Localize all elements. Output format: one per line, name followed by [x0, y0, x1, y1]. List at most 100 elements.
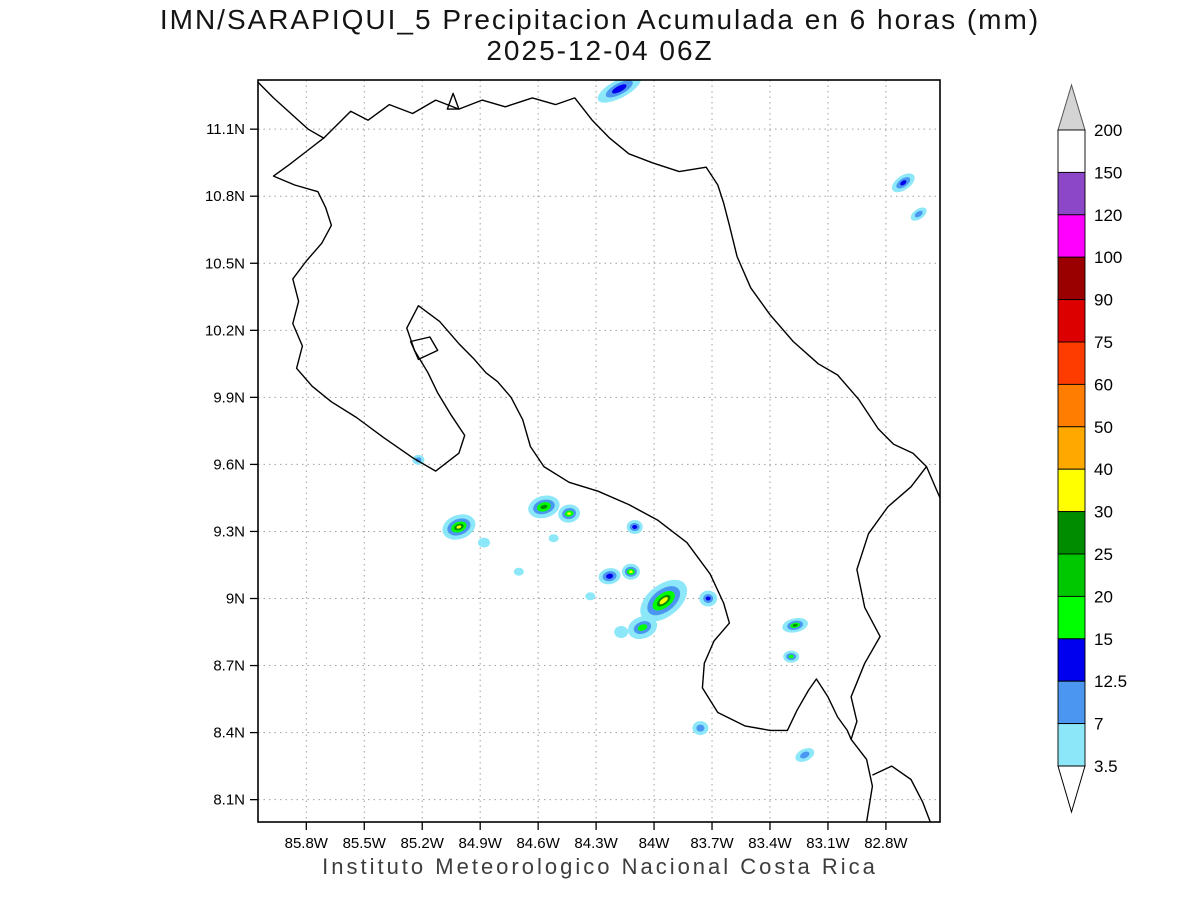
- precip-cell-8-layer-p: [513, 567, 524, 576]
- precip-cell-2: [910, 207, 927, 221]
- colorbar-band-10: [1057, 553, 1086, 597]
- precip-cell-11: [621, 563, 640, 580]
- colorbar-arrow-top: [1057, 83, 1086, 131]
- colorbar-label-100: 100: [1094, 248, 1122, 267]
- lon-tick-label-84.3W: 84.3W: [574, 835, 618, 852]
- colorbar-band-12: [1057, 638, 1086, 682]
- precip-cell-20-layer-s: [800, 751, 810, 759]
- lat-tick-label-9.9N: 9.9N: [213, 389, 245, 406]
- small-islet: [446, 92, 460, 110]
- colorbar-band-8: [1057, 468, 1086, 513]
- lat-tick-label-8.4N: 8.4N: [213, 725, 245, 742]
- precip-cell-10: [598, 568, 621, 585]
- map-frame: [257, 79, 941, 823]
- precip-cell-17-layer-g3: [792, 623, 798, 627]
- precip-cell-21-layer-p: [548, 534, 559, 543]
- coastlines: [258, 81, 940, 822]
- precip-cell-12-layer-y: [659, 597, 668, 605]
- colorbar-label-120: 120: [1094, 206, 1122, 225]
- precip-cell-14-layer-p: [614, 626, 629, 638]
- colorbar-band-11: [1057, 595, 1086, 640]
- axes: 11.1N 10.8N 10.5N 10.2N 9.9N 9.6N 9.3N 9N 8.7N 8.…: [205, 121, 908, 852]
- precip-cell-15: [699, 590, 718, 607]
- lat-tick-label-8.7N: 8.7N: [213, 658, 245, 675]
- colorbar-label-200: 200: [1094, 121, 1122, 140]
- precip-cell-12: [640, 579, 688, 622]
- precip-cell-9: [626, 520, 643, 534]
- precip-cell-20: [795, 748, 815, 762]
- precip-cell-9-layer-b: [632, 525, 638, 529]
- map-title-line1: IMN/SARAPIQUI_5 Precipitacion Acumulada …: [159, 4, 1041, 35]
- colorbar-arrow-bottom: [1057, 765, 1086, 814]
- colorbar-band-0: [1057, 129, 1086, 173]
- lon-tick-label-84.9W: 84.9W: [459, 835, 503, 852]
- precip-cell-16-layer-p: [585, 592, 596, 601]
- colorbar-band-3: [1057, 256, 1086, 301]
- precip-cell-10-layer-b: [606, 573, 614, 579]
- precip-cell-19: [692, 721, 709, 736]
- colorbar-label-3.5: 3.5: [1094, 757, 1118, 776]
- colorbar-label-15: 15: [1094, 630, 1113, 649]
- lon-tick-label-84.6W: 84.6W: [516, 835, 560, 852]
- precip-cell-5: [478, 537, 490, 548]
- lon-tick-label-83.4W: 83.4W: [748, 835, 792, 852]
- lon-tick-label-85.2W: 85.2W: [401, 835, 445, 852]
- lat-tick-label-9.3N: 9.3N: [213, 523, 245, 540]
- colorbar-label-30: 30: [1094, 503, 1113, 522]
- precip-cell-18: [783, 650, 800, 663]
- grid-lines: [258, 80, 940, 822]
- map-title: IMN/SARAPIQUI_5 Precipitacion Acumulada …: [0, 4, 1200, 67]
- precip-cell-13: [627, 616, 658, 640]
- colorbar-label-7: 7: [1094, 715, 1103, 734]
- precip-cell-4: [442, 514, 476, 540]
- map-title-line2: 2025-12-04 06Z: [486, 35, 714, 67]
- precip-cell-6-layer-g3: [540, 504, 548, 510]
- precip-cell-21: [548, 534, 559, 543]
- colorbar-label-25: 25: [1094, 545, 1113, 564]
- precip-cell-4-layer-y: [456, 525, 462, 529]
- colorbar-label-20: 20: [1094, 587, 1113, 606]
- precip-cell-16: [585, 592, 596, 601]
- lon-tick-label-84W: 84W: [639, 835, 671, 852]
- lon-tick-label-83.7W: 83.7W: [690, 835, 734, 852]
- colorbar-band-13: [1057, 680, 1086, 725]
- lat-tick-label-9N: 9N: [226, 591, 245, 608]
- panama-border: [850, 466, 928, 822]
- precip-cell-1-layer-b: [900, 180, 907, 186]
- nicaragua-coast-north-border-caribbean-coast: [258, 81, 940, 500]
- lon-tick-label-85.5W: 85.5W: [343, 835, 387, 852]
- precip-cell-11-layer-y: [629, 570, 633, 573]
- lat-tick-label-10.5N: 10.5N: [205, 255, 245, 272]
- colorbar-band-14: [1057, 723, 1086, 767]
- colorbar-label-50: 50: [1094, 418, 1113, 437]
- precip-cell-5-layer-p: [478, 537, 490, 548]
- chira-island: [409, 336, 439, 361]
- panama-pacific-coast: [872, 765, 931, 822]
- precip-cell-18-layer-g1: [788, 654, 794, 659]
- colorbar-band-2: [1057, 214, 1086, 258]
- colorbar-label-150: 150: [1094, 163, 1122, 182]
- precip-cell-13-layer-g1: [637, 624, 648, 631]
- colorbar: 200 150 120 100 90 75 60 50 40 30 25 20 15 12.5 7 3.5: [1057, 83, 1127, 814]
- precip-cell-0-layer-b: [612, 84, 627, 94]
- colorbar-label-60: 60: [1094, 375, 1113, 394]
- precip-cell-8: [513, 567, 524, 576]
- attribution-text: Instituto Meteorologico Nacional Costa R…: [322, 854, 878, 879]
- precip-cell-6: [528, 495, 560, 519]
- colorbar-label-40: 40: [1094, 460, 1113, 479]
- colorbar-band-5: [1057, 341, 1086, 385]
- precip-cell-7-layer-y: [567, 512, 572, 515]
- lon-tick-label-85.8W: 85.8W: [285, 835, 329, 852]
- lat-tick-label-10.2N: 10.2N: [205, 322, 245, 339]
- lat-tick-label-8.1N: 8.1N: [213, 792, 245, 809]
- lat-tick-label-10.8N: 10.8N: [205, 188, 245, 205]
- lon-tick-label-82.8W: 82.8W: [864, 835, 908, 852]
- colorbar-label-90: 90: [1094, 291, 1113, 310]
- colorbar-band-1: [1057, 171, 1086, 216]
- colorbar-band-4: [1057, 299, 1086, 343]
- costa-rica-pacific-coast: [272, 137, 852, 740]
- precip-cell-0: [597, 80, 641, 103]
- lat-tick-label-11.1N: 11.1N: [206, 121, 245, 138]
